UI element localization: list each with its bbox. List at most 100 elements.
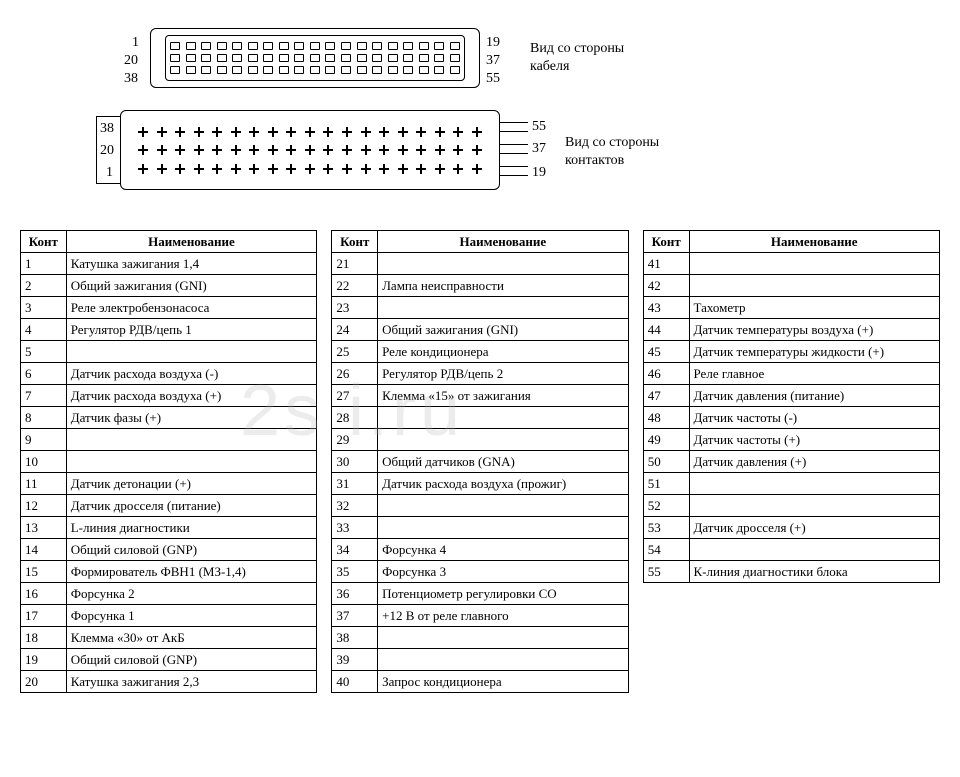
pin-cross bbox=[174, 163, 186, 175]
cell-name: Форсунка 2 bbox=[66, 583, 316, 605]
cell-name: Тахометр bbox=[689, 297, 940, 319]
pin-cross bbox=[397, 126, 409, 138]
cell-name: Клемма «15» от зажигания bbox=[378, 385, 628, 407]
cell-num: 10 bbox=[21, 451, 67, 473]
cell-num: 25 bbox=[332, 341, 378, 363]
pin-cross bbox=[193, 126, 205, 138]
pin-cross bbox=[248, 126, 260, 138]
gap bbox=[628, 319, 643, 341]
pin bbox=[232, 42, 242, 50]
pin-cross bbox=[137, 163, 149, 175]
gap bbox=[628, 385, 643, 407]
pin bbox=[248, 66, 258, 74]
cell-name bbox=[378, 495, 628, 517]
pin-label: 55 bbox=[532, 120, 546, 134]
cell-name: Датчик расхода воздуха (+) bbox=[66, 385, 316, 407]
pin bbox=[419, 54, 429, 62]
pin-label: 38 bbox=[124, 72, 138, 86]
pin bbox=[372, 54, 382, 62]
pin bbox=[279, 66, 289, 74]
cell-name: Датчик частоты (+) bbox=[689, 429, 940, 451]
cell-name bbox=[689, 473, 940, 495]
cell-num: 20 bbox=[21, 671, 67, 693]
gap bbox=[317, 649, 332, 671]
pin-cross bbox=[397, 163, 409, 175]
pin-cross bbox=[452, 126, 464, 138]
header-name: Наименование bbox=[689, 231, 940, 253]
cell-name bbox=[689, 253, 940, 275]
pin-cross bbox=[304, 144, 316, 156]
cell-num: 17 bbox=[21, 605, 67, 627]
cell-name: Общий силовой (GNP) bbox=[66, 539, 316, 561]
gap bbox=[317, 627, 332, 649]
cell-name bbox=[378, 517, 628, 539]
gap bbox=[317, 407, 332, 429]
caption-line: Вид со стороны bbox=[530, 41, 624, 56]
table-row: 19Общий силовой (GNP)39 bbox=[21, 649, 940, 671]
pin bbox=[372, 42, 382, 50]
pin bbox=[170, 54, 180, 62]
table-row: 17Форсунка 137+12 В от реле главного bbox=[21, 605, 940, 627]
gap bbox=[317, 319, 332, 341]
cell-name bbox=[378, 297, 628, 319]
cell-num: 21 bbox=[332, 253, 378, 275]
pin-cross bbox=[471, 163, 483, 175]
gap bbox=[628, 297, 643, 319]
connector-top-pins bbox=[165, 35, 465, 81]
gap bbox=[317, 671, 332, 693]
gap bbox=[317, 561, 332, 583]
pin-cross bbox=[341, 163, 353, 175]
pin-cross bbox=[434, 126, 446, 138]
table-header: Конт Наименование Конт Наименование Конт… bbox=[21, 231, 940, 253]
table-row: 1030Общий датчиков (GNA)50Датчик давлени… bbox=[21, 451, 940, 473]
table-row: 16Форсунка 236Потенциометр регулировки С… bbox=[21, 583, 940, 605]
gap bbox=[317, 495, 332, 517]
cell-num: 32 bbox=[332, 495, 378, 517]
pin bbox=[419, 66, 429, 74]
pin-row bbox=[137, 163, 483, 175]
pin bbox=[217, 54, 227, 62]
pin-cross bbox=[193, 144, 205, 156]
pin-cross bbox=[137, 144, 149, 156]
cell-name: Датчик давления (+) bbox=[689, 451, 940, 473]
gap bbox=[628, 649, 643, 671]
connector-caption-bottom: Вид со стороны контактов bbox=[565, 134, 659, 170]
pin-cross bbox=[322, 163, 334, 175]
pin-cross bbox=[452, 144, 464, 156]
connector-diagram: 1 20 38 19 37 55 Вид со стороны кабеля 3… bbox=[20, 10, 940, 200]
pin-cross bbox=[360, 163, 372, 175]
pin bbox=[325, 66, 335, 74]
pin bbox=[372, 66, 382, 74]
cell-num: 53 bbox=[643, 517, 689, 539]
pin bbox=[248, 54, 258, 62]
pin-cross bbox=[230, 144, 242, 156]
pin-label: 20 bbox=[100, 144, 114, 158]
pin bbox=[294, 54, 304, 62]
cell-name bbox=[689, 275, 940, 297]
pin-label: 38 bbox=[100, 122, 114, 136]
cell-num: 42 bbox=[643, 275, 689, 297]
table-row: 18Клемма «30» от АкБ38 bbox=[21, 627, 940, 649]
cell-name: Датчик фазы (+) bbox=[66, 407, 316, 429]
pin bbox=[357, 42, 367, 50]
table-row: 4Регулятор РДВ/цепь 124Общий зажигания (… bbox=[21, 319, 940, 341]
pin bbox=[403, 42, 413, 50]
pin-cross bbox=[267, 163, 279, 175]
cell-name: Клемма «30» от АкБ bbox=[66, 627, 316, 649]
pin-cross bbox=[267, 126, 279, 138]
cell-num: 43 bbox=[643, 297, 689, 319]
pin bbox=[217, 42, 227, 50]
pin-row bbox=[137, 144, 483, 156]
cell-num: 1 bbox=[21, 253, 67, 275]
cell-name bbox=[66, 429, 316, 451]
cell-name: Общий силовой (GNP) bbox=[66, 649, 316, 671]
pin bbox=[388, 66, 398, 74]
cell-name: Общий датчиков (GNA) bbox=[378, 451, 628, 473]
cell-num: 7 bbox=[21, 385, 67, 407]
cell-num: 12 bbox=[21, 495, 67, 517]
table-row: 6Датчик расхода воздуха (-)26Регулятор Р… bbox=[21, 363, 940, 385]
gap bbox=[628, 583, 643, 605]
pin-cross bbox=[378, 163, 390, 175]
pin bbox=[357, 66, 367, 74]
cell-name: Датчик детонации (+) bbox=[66, 473, 316, 495]
